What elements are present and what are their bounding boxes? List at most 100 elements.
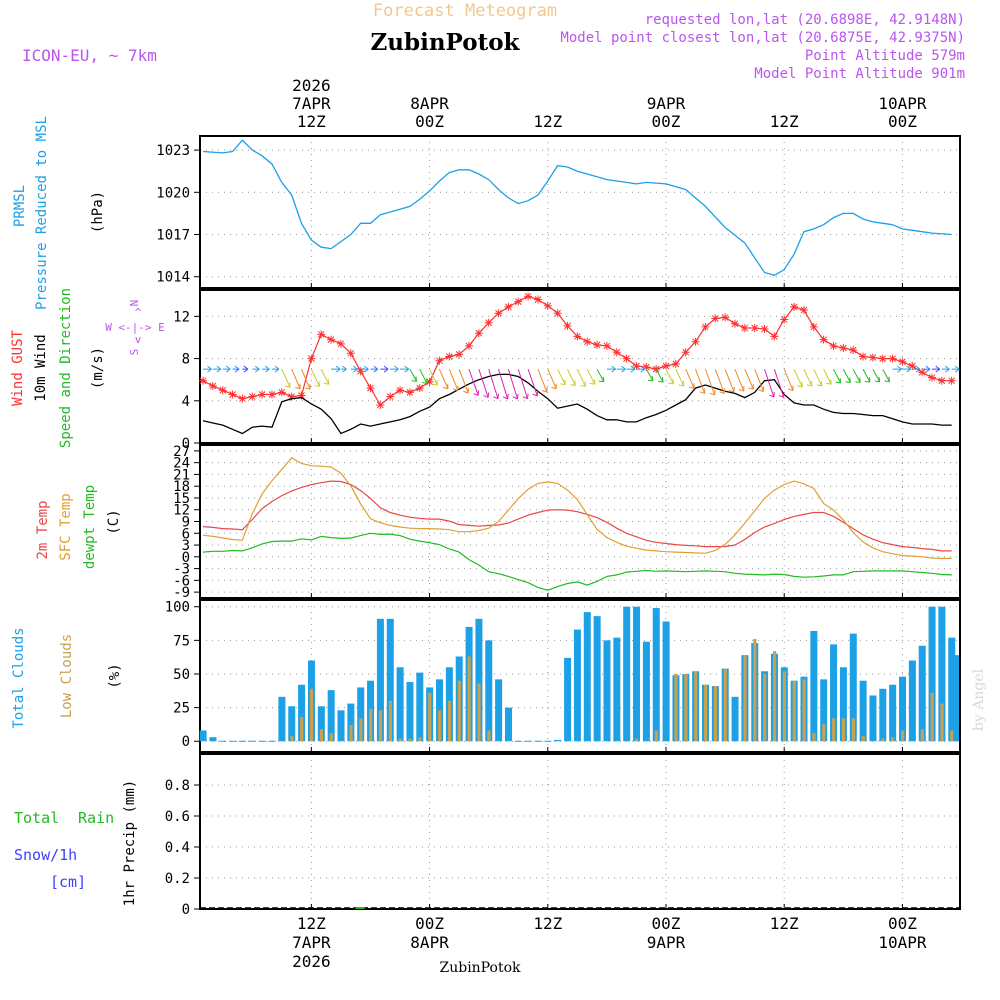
wind-arrow-head	[835, 377, 842, 384]
gust-marker	[859, 352, 868, 361]
wind-arrow-head	[769, 391, 775, 398]
wind-arrow-head	[806, 380, 813, 387]
gust-marker	[208, 382, 217, 391]
y-tick-label: 0	[182, 902, 190, 918]
low-cloud-bar	[832, 718, 836, 742]
pressure-unit: (hPa)	[90, 191, 106, 233]
wind-arrow-head	[658, 377, 664, 383]
low-cloud-bar	[940, 703, 944, 742]
total-cloud-bar	[376, 618, 384, 742]
gust-marker	[652, 365, 661, 374]
gust-marker	[799, 306, 808, 315]
wind-arrow-head	[522, 393, 529, 400]
wind-arrow-head	[954, 365, 960, 373]
gust-marker	[721, 313, 730, 322]
total-cloud-bar	[495, 679, 503, 742]
wind-arrow-head	[432, 380, 438, 386]
gust-marker	[336, 339, 345, 348]
low-clouds-label: Low Clouds	[59, 634, 75, 718]
chart-title: Forecast Meteogram	[373, 1, 557, 21]
y-tick-label: 0	[182, 550, 190, 566]
low-cloud-bar	[388, 700, 392, 742]
requested-coordinates: requested lon,lat (20.6898E, 42.9148N)	[645, 12, 965, 28]
total-cloud-bar	[731, 696, 739, 742]
low-cloud-bar	[822, 723, 826, 742]
gust-marker	[711, 314, 720, 323]
wind-arrow-head	[551, 383, 557, 390]
wind-arrow-head	[254, 365, 260, 373]
total-label: Total	[14, 809, 59, 827]
gust-marker	[681, 348, 690, 357]
gust-marker	[947, 376, 956, 385]
y-tick-label: 0.4	[165, 840, 190, 856]
temp-unit: (C)	[106, 509, 122, 534]
y-tick-label: 50	[173, 667, 190, 683]
wind-arrow-head	[816, 380, 823, 387]
point-altitude: Point Altitude 579m	[805, 48, 965, 64]
total-cloud-bar	[386, 618, 394, 742]
gust-marker	[701, 322, 710, 331]
wind-label: 10m Wind	[33, 334, 49, 401]
top-time-label: 10APR	[878, 94, 927, 113]
wind-arrow-head	[580, 381, 586, 387]
low-cloud-bar	[477, 683, 481, 742]
total-cloud-bar	[288, 706, 296, 742]
total-cloud-bar	[564, 657, 572, 742]
wind-arrow-head	[935, 365, 941, 373]
wind-direction-arrow	[429, 368, 438, 386]
y-tick-label: 27	[173, 444, 190, 460]
wind-direction-arrow	[281, 368, 291, 388]
low-cloud-bar	[684, 673, 688, 742]
gust-marker	[632, 361, 641, 370]
total-cloud-bar	[908, 660, 916, 742]
low-cloud-bar	[723, 668, 727, 742]
y-tick-label: 0.8	[165, 778, 190, 794]
y-tick-label: 25	[173, 701, 190, 717]
wind-direction-arrow	[675, 368, 685, 387]
prmsl-line	[202, 139, 952, 276]
total-cloud-bar	[603, 640, 611, 742]
wind-direction-arrow	[468, 368, 479, 396]
total-cloud-bar	[554, 739, 562, 742]
wind-direction-arrow	[813, 368, 823, 387]
panel-frame	[199, 444, 961, 599]
compass-we: W <-|-> E	[105, 321, 165, 334]
gust-marker	[484, 318, 493, 327]
wind-arrow-head	[855, 377, 861, 384]
gust-marker	[376, 401, 385, 410]
temp2m-line	[202, 480, 952, 552]
gust-marker	[730, 319, 739, 328]
precip-panel: 0 0.2 0.4 0.6 0.8	[165, 753, 961, 918]
low-cloud-bar	[881, 738, 885, 742]
gust-marker	[750, 323, 759, 332]
gust-marker	[474, 329, 483, 338]
model-label: ICON-EU, ~ 7km	[22, 46, 157, 65]
total-cloud-bar	[416, 672, 424, 742]
model-altitude: Model Point Altitude 901m	[754, 66, 965, 82]
wind-direction-arrow	[409, 368, 418, 382]
total-cloud-bar	[485, 640, 493, 742]
dewpt-line	[202, 532, 952, 591]
wind-arrow-head	[897, 365, 902, 373]
wind-direction-arrow	[655, 368, 664, 383]
wind-arrow-head	[678, 380, 685, 387]
wind-arrow-head	[225, 365, 231, 373]
gust-marker	[602, 341, 611, 350]
total-cloud-bar	[652, 608, 660, 742]
clouds-unit: (%)	[107, 663, 123, 688]
bottom-time-label: 00Z	[415, 914, 444, 933]
top-time-label: 00Z	[652, 112, 681, 131]
wind-direction-arrow	[537, 368, 548, 393]
gust-marker	[267, 390, 276, 399]
bottom-time-label: 2026	[292, 952, 331, 971]
top-time-label: 12Z	[297, 112, 326, 131]
wind-direction-arrow	[833, 368, 842, 384]
low-cloud-bar	[792, 680, 796, 742]
gust-marker	[425, 377, 434, 386]
wind-arrow-head	[342, 365, 347, 373]
dewpt-label: dewpt Temp	[82, 485, 98, 569]
wind-arrow-head	[915, 365, 921, 373]
wind-direction-arrow	[882, 368, 890, 382]
